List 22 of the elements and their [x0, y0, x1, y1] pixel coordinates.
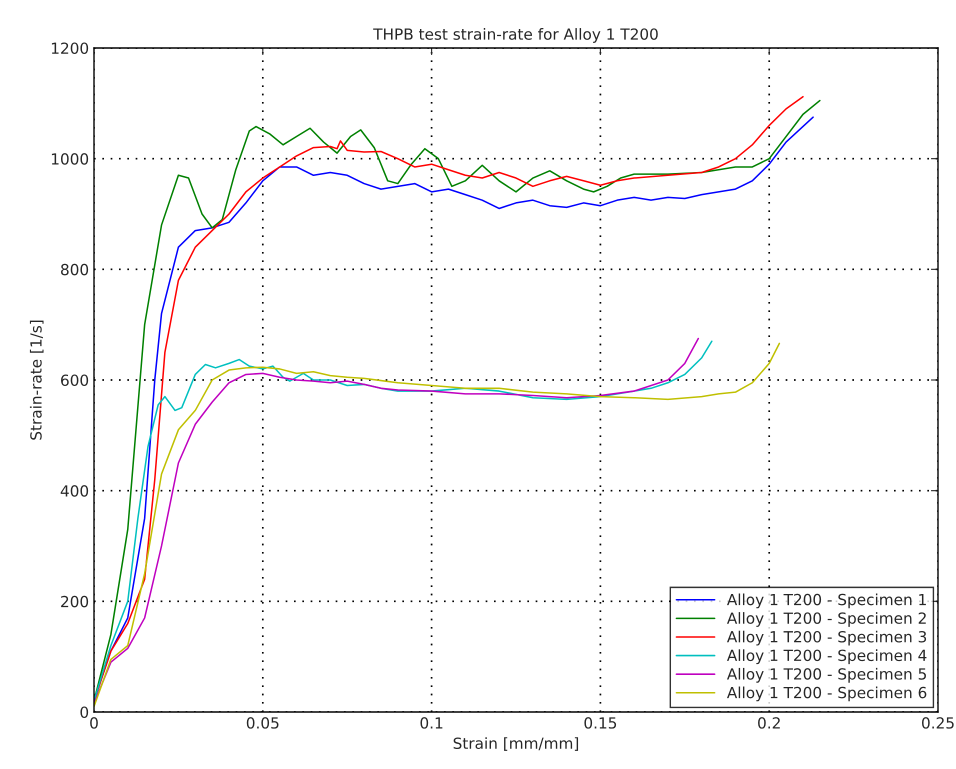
- y-tick-label: 0: [80, 706, 88, 718]
- legend-label: Alloy 1 T200 - Specimen 1: [726, 593, 926, 608]
- y-tick-label: 1000: [52, 153, 88, 165]
- y-tick-label: 200: [61, 596, 88, 608]
- legend-label: Alloy 1 T200 - Specimen 2: [726, 612, 926, 627]
- y-tick-label: 800: [61, 264, 88, 276]
- y-tick-label: 1200: [52, 42, 88, 54]
- x-tick-label: 0.2: [758, 717, 780, 729]
- x-tick-label: 0.1: [420, 717, 442, 729]
- chart-title: THPB test strain-rate for Alloy 1 T200: [373, 28, 658, 43]
- legend-label: Alloy 1 T200 - Specimen 4: [726, 649, 926, 664]
- x-axis-title: Strain [mm/mm]: [454, 737, 578, 751]
- legend-label: Alloy 1 T200 - Specimen 6: [726, 686, 926, 702]
- y-axis-title: Strain-rate [1/s]: [30, 320, 44, 440]
- x-tick-label: 0: [90, 717, 98, 729]
- legend-label: Alloy 1 T200 - Specimen 5: [726, 668, 926, 683]
- legend-label: Alloy 1 T200 - Specimen 3: [726, 630, 926, 646]
- x-tick-label: 0.25: [922, 717, 954, 729]
- y-tick-label: 400: [60, 485, 88, 497]
- x-tick-label: 0.15: [584, 717, 616, 729]
- y-tick-label: 600: [61, 374, 88, 386]
- x-tick-label: 0.05: [246, 717, 278, 729]
